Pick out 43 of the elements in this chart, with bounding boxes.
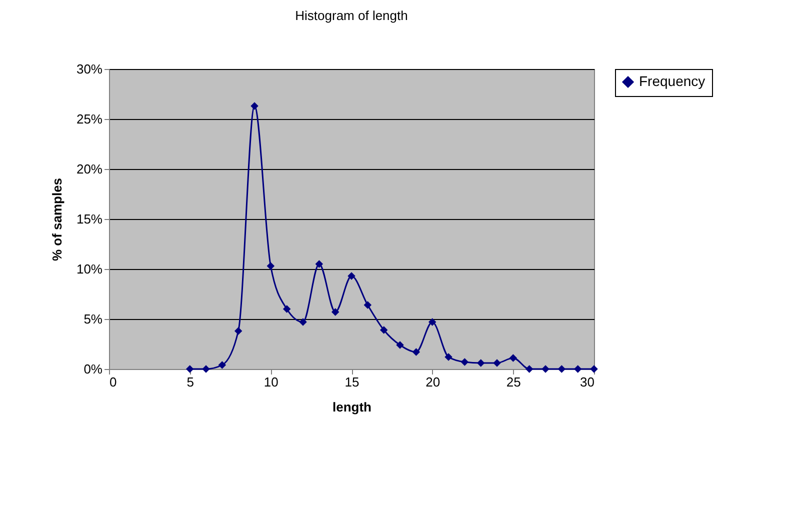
point <box>396 341 404 349</box>
point <box>250 102 258 110</box>
x-tick-label: 0 <box>110 374 117 390</box>
point <box>299 318 307 326</box>
point <box>202 365 210 373</box>
point <box>282 305 291 313</box>
point <box>364 301 372 309</box>
point <box>493 359 501 367</box>
point <box>348 272 356 280</box>
point <box>266 262 275 270</box>
point <box>315 260 324 268</box>
point <box>444 353 452 361</box>
y-axis-title: % of samples <box>49 178 64 262</box>
point <box>460 358 469 366</box>
y-tick-label: 0% <box>84 362 103 376</box>
y-tick-label: 25% <box>76 112 103 126</box>
y-tick-label: 30% <box>76 62 103 76</box>
x-tick-label: 10 <box>264 374 278 390</box>
point <box>380 326 388 334</box>
y-tick-label: 15% <box>76 212 103 226</box>
point <box>574 365 582 373</box>
point <box>218 361 226 369</box>
point <box>525 365 534 373</box>
point <box>542 365 550 373</box>
legend-label: Frequency <box>639 73 706 89</box>
x-tick-label: 15 <box>344 374 360 390</box>
point <box>234 327 242 335</box>
x-tick-label: 5 <box>186 374 194 390</box>
x-axis-title: length <box>332 400 372 414</box>
x-tick-label: 30 <box>580 374 594 390</box>
chart-title: Histogram of length <box>295 8 408 23</box>
x-tick-label: 20 <box>426 374 440 390</box>
point <box>509 354 518 362</box>
point <box>412 348 420 356</box>
point <box>186 365 194 373</box>
x-tick-label: 25 <box>506 374 521 390</box>
y-tick-label: 20% <box>76 162 103 176</box>
y-tick-label: 5% <box>84 312 103 326</box>
point <box>476 359 485 367</box>
point <box>428 318 436 326</box>
point <box>558 365 566 373</box>
point <box>331 308 340 316</box>
y-tick-label: 10% <box>76 262 103 276</box>
